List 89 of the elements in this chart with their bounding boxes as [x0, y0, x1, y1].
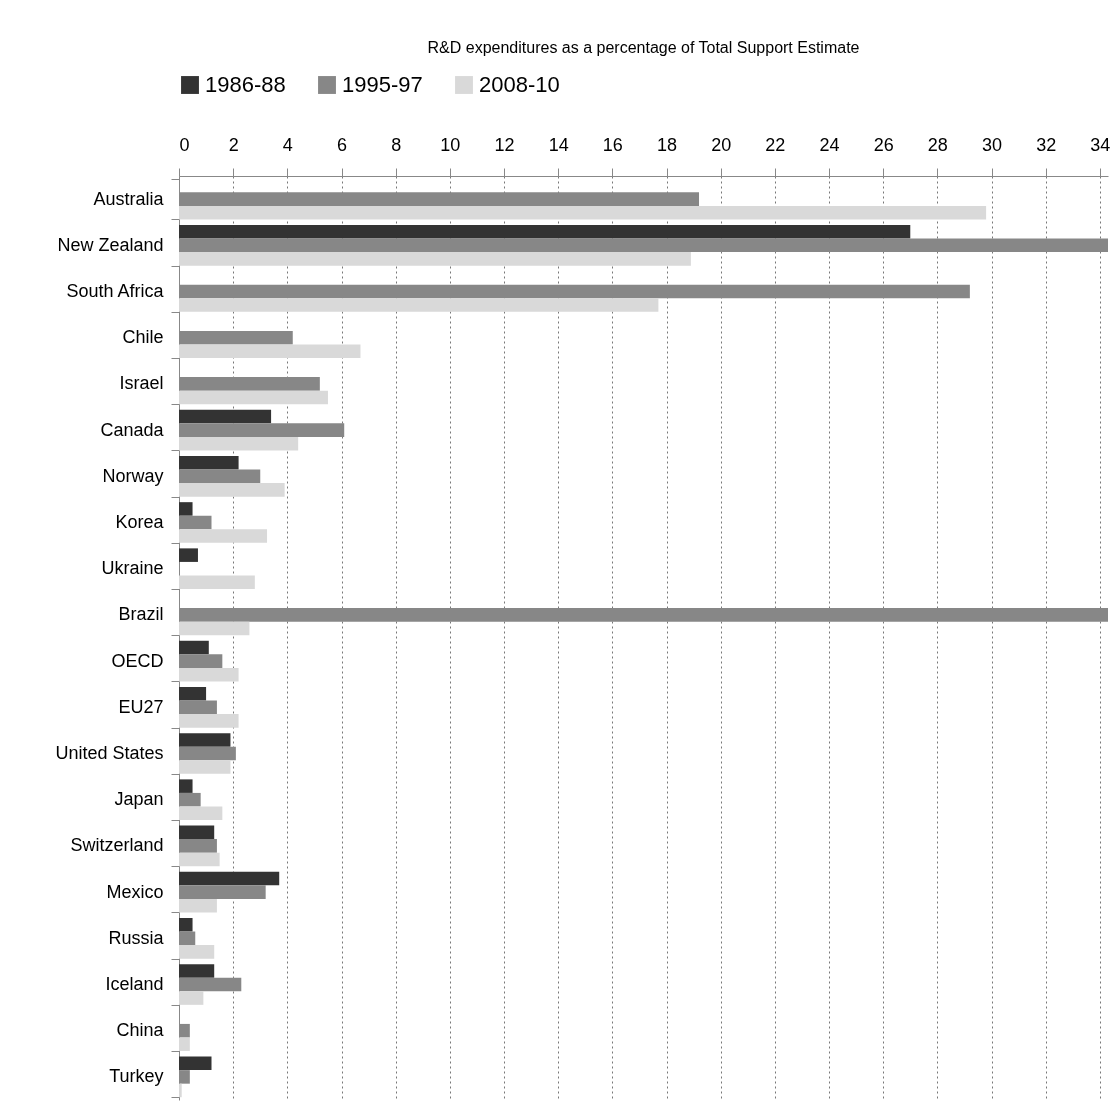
x-tick-label: 10 — [440, 134, 461, 155]
bar — [179, 515, 212, 530]
x-tick-label: 16 — [602, 134, 623, 155]
y-tick-label: Canada — [100, 419, 165, 440]
bar — [179, 390, 328, 405]
bar — [179, 700, 217, 715]
bar — [179, 760, 231, 774]
bar — [179, 469, 261, 484]
bar — [179, 667, 239, 682]
y-tick-label: Chile — [122, 327, 164, 348]
bar — [179, 945, 215, 959]
chart-title: R&D expenditures as a percentage of Total Support Estimate — [427, 39, 860, 56]
bar — [179, 205, 987, 220]
bar — [179, 885, 266, 899]
x-tick-label: 6 — [337, 134, 348, 155]
bar — [179, 1037, 190, 1052]
y-tick-label: China — [116, 1020, 165, 1041]
x-tick-label: 12 — [494, 134, 515, 155]
bar — [179, 455, 239, 470]
bar — [179, 1083, 182, 1098]
x-tick-label: 28 — [927, 134, 948, 155]
x-tick-label: 2 — [228, 134, 239, 155]
y-tick-label: United States — [55, 743, 164, 763]
y-tick-label: Mexico — [106, 881, 164, 902]
bar — [179, 779, 193, 793]
y-tick-label: New Zealand — [57, 234, 164, 255]
bar — [179, 931, 196, 946]
bar — [179, 825, 215, 840]
x-tick-label: 14 — [548, 134, 569, 155]
bar — [179, 1070, 190, 1084]
x-tick-label: 4 — [282, 134, 293, 155]
bar — [179, 575, 255, 590]
bar — [179, 991, 204, 1005]
x-tick-label: 22 — [765, 134, 786, 155]
y-tick-label: Australia — [93, 188, 165, 209]
bar — [179, 409, 272, 424]
y-tick-label: OECD — [111, 650, 164, 671]
bar — [179, 917, 193, 932]
bar — [179, 654, 223, 668]
legend-label: 1986-88 — [205, 72, 286, 97]
bar — [179, 548, 198, 562]
x-tick-label: 26 — [873, 134, 894, 155]
legend-label: 2008-10 — [479, 72, 560, 97]
x-tick-label: 0 — [179, 134, 190, 155]
legend-label: 1995-97 — [342, 72, 423, 97]
bar — [179, 871, 280, 886]
bar — [179, 733, 231, 747]
bar — [179, 898, 217, 913]
y-tick-label: Israel — [119, 373, 164, 394]
bar — [179, 714, 239, 728]
y-tick-label: Russia — [108, 927, 165, 948]
y-tick-label: Brazil — [118, 604, 164, 625]
y-tick-label: Turkey — [109, 1066, 164, 1087]
bar — [179, 224, 911, 239]
bar — [179, 792, 201, 807]
x-tick-label: 34 — [1090, 134, 1111, 155]
bar — [179, 1056, 212, 1071]
bar — [179, 746, 236, 761]
y-tick-label: Iceland — [105, 974, 164, 994]
y-tick-label: Switzerland — [70, 835, 164, 856]
x-tick-label: 32 — [1036, 134, 1057, 155]
x-tick-label: 20 — [711, 134, 732, 155]
bar — [179, 852, 220, 867]
x-tick-label: 30 — [982, 134, 1003, 155]
bar — [179, 529, 268, 543]
bar — [179, 252, 691, 266]
bar — [179, 686, 207, 701]
bar — [179, 436, 299, 451]
y-tick-label: EU27 — [118, 696, 164, 717]
bar — [179, 298, 659, 312]
bar — [179, 502, 193, 516]
y-tick-label: South Africa — [66, 281, 165, 301]
bar — [179, 964, 215, 978]
x-tick-label: 24 — [819, 134, 840, 155]
bar — [179, 238, 1108, 253]
bar — [179, 423, 345, 437]
bar — [179, 344, 361, 359]
x-tick-label: 8 — [391, 134, 402, 155]
bar — [179, 483, 285, 497]
bar — [179, 640, 209, 655]
y-tick-label: Japan — [114, 789, 164, 810]
x-tick-label: 18 — [657, 134, 678, 155]
y-tick-label: Ukraine — [101, 558, 164, 579]
bar — [179, 806, 223, 821]
y-tick-label: Norway — [102, 465, 164, 486]
bar — [179, 977, 242, 992]
y-tick-label: Korea — [115, 512, 165, 532]
bar — [179, 839, 217, 853]
bar — [179, 621, 250, 636]
